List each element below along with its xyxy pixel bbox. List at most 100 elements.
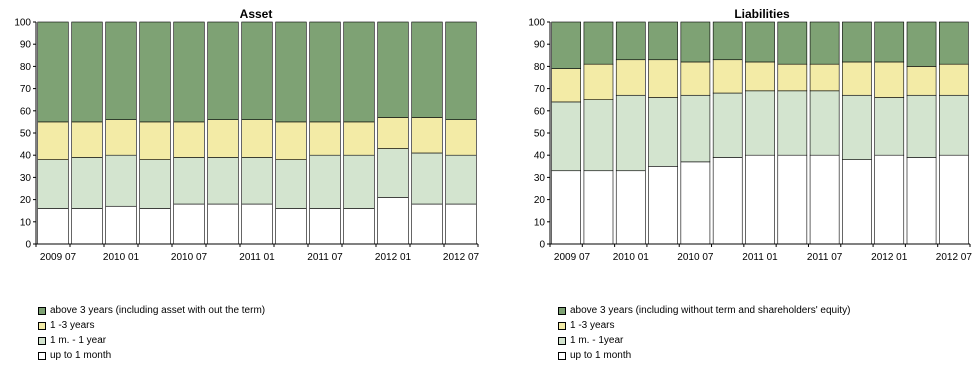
bar-segment [583,170,614,245]
bar-segment [411,21,443,118]
x-tick-label: 2011 07 [807,252,843,263]
bar-segment [842,61,872,96]
bar-segment [615,170,646,245]
bar-segment [809,21,840,65]
bar-segment [777,21,808,65]
legend-label: 1 -3 years [50,320,95,331]
legend-item: 1 m. - 1year [558,334,850,348]
y-tick-label: 80 [534,62,546,73]
bar-segment [207,157,239,205]
y-tick-label: 0 [25,240,31,251]
bar-segment [173,121,205,158]
bar-segment [906,66,937,96]
bar-segment [207,203,239,245]
bar-segment [939,63,969,96]
bar-segment [680,61,711,96]
y-tick-label: 60 [534,106,546,117]
bar-segment [275,159,307,209]
legend-item: up to 1 month [38,349,265,363]
liabilities-legend: above 3 years (including without term an… [558,304,850,364]
x-tick-label: 2012 07 [936,252,973,263]
legend-label: above 3 years (including without term an… [570,305,851,316]
bar-segment [939,94,969,156]
bar-segment [445,154,477,205]
legend-item: above 3 years (including without term an… [558,304,850,318]
bar-segment [745,61,775,92]
y-tick-label: 90 [534,40,546,51]
y-tick-label: 50 [20,129,32,140]
legend-label: up to 1 month [570,350,632,361]
bar-segment [343,154,375,209]
legend-swatch [558,307,566,315]
legend-swatch [38,337,46,345]
y-tick-label: 70 [20,84,32,95]
bar-segment [241,203,273,245]
y-tick-label: 100 [14,18,31,29]
bar-segment [777,154,808,245]
bar-segment [309,154,341,209]
bar-segment [615,59,646,96]
bar-segment [712,92,743,158]
bar-segment [777,90,808,156]
bar-segment [207,119,239,158]
legend-item: 1 -3 years [558,319,850,333]
bar-segment [809,154,840,245]
bar-segment [377,117,409,149]
bar-segment [377,148,409,198]
legend-item: up to 1 month [558,349,850,363]
y-tick-label: 80 [20,62,32,73]
bar-segment [906,21,937,67]
bar-segment [37,21,69,123]
y-tick-label: 0 [539,240,545,251]
x-tick-label: 2012 01 [375,252,412,263]
y-tick-label: 50 [534,129,546,140]
bar-segment [874,97,905,156]
bar-segment [680,94,711,163]
bar-segment [809,90,840,156]
bar-segment [809,63,840,92]
bar-segment [411,152,443,205]
bar-segment [842,21,872,63]
bar-segment [241,21,273,120]
bar-segment [343,21,375,123]
bar-segment [445,119,477,156]
bar-segment [105,21,137,120]
x-tick-label: 2012 01 [871,252,908,263]
y-tick-label: 60 [20,106,32,117]
y-tick-label: 100 [528,18,545,29]
bar-segment [842,159,872,245]
bar-segment [906,94,937,158]
bar-segment [874,21,905,63]
bar-segment [712,59,743,94]
x-tick-label: 2010 07 [171,252,208,263]
x-tick-label: 2010 01 [103,252,140,263]
chart-title: Asset [240,7,273,21]
bar-segment [139,21,171,123]
bar-segment [377,197,409,245]
legend-swatch [558,352,566,360]
bar-segment [842,94,872,160]
bar-segment [241,157,273,205]
bar-segment [906,157,937,245]
x-tick-label: 2009 07 [40,252,77,263]
bar-segment [745,154,775,245]
y-tick-label: 40 [534,151,546,162]
y-tick-label: 20 [534,195,546,206]
bar-segment [712,157,743,245]
bar-segment [71,21,103,123]
bar-segment [583,21,614,65]
legend-label: 1 -3 years [570,320,615,331]
bar-segment [37,159,69,209]
bar-segment [551,170,581,245]
legend-swatch [38,352,46,360]
y-tick-label: 30 [20,173,32,184]
bar-segment [275,21,307,123]
x-tick-label: 2010 01 [613,252,650,263]
bar-segment [411,203,443,245]
bar-segment [71,157,103,209]
bar-segment [777,63,808,92]
legend-swatch [38,307,46,315]
bar-segment [583,99,614,172]
bar-segment [551,101,581,172]
